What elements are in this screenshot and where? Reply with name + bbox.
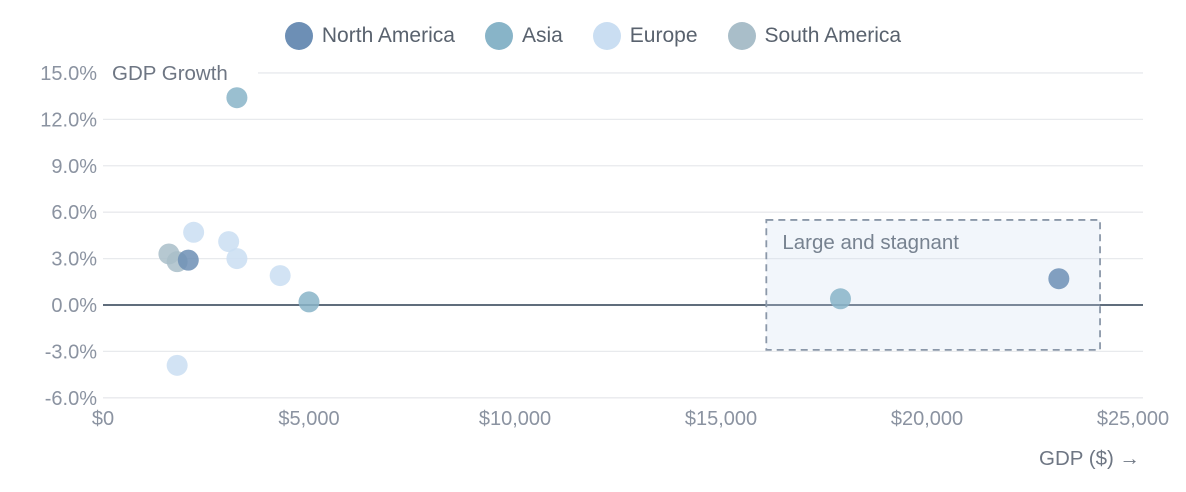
- annotation-box: [765, 219, 1101, 351]
- y-axis-title: GDP Growth: [112, 62, 228, 85]
- y-axis-tick-label: 15.0%: [40, 63, 97, 85]
- data-point-europe[interactable]: [269, 265, 291, 287]
- legend-swatch-icon: [727, 22, 756, 50]
- y-axis-tick-label: 0.0%: [51, 295, 97, 317]
- y-axis-tick-label: 12.0%: [40, 109, 97, 131]
- x-axis-tick-label: $25,000: [1097, 408, 1169, 430]
- data-point-europe[interactable]: [166, 354, 188, 376]
- data-point-north-america[interactable]: [1048, 268, 1070, 290]
- legend-swatch-icon: [284, 22, 313, 50]
- legend-swatch-icon: [484, 22, 513, 50]
- x-axis-tick-label: $0: [92, 408, 114, 430]
- y-axis-tick-label: -6.0%: [45, 388, 97, 410]
- y-axis-tick-label: 9.0%: [51, 156, 97, 178]
- x-axis-tick-label: $10,000: [479, 408, 551, 430]
- legend-label: South America: [764, 24, 902, 47]
- legend-label: North America: [321, 24, 455, 47]
- y-axis-tick-label: 3.0%: [51, 249, 97, 271]
- data-point-asia[interactable]: [829, 288, 851, 310]
- x-axis-tick-label: $5,000: [278, 408, 339, 430]
- data-point-europe[interactable]: [183, 221, 205, 243]
- data-point-europe[interactable]: [226, 248, 248, 270]
- data-point-asia[interactable]: [226, 87, 248, 109]
- x-axis-tick-label: $15,000: [685, 408, 757, 430]
- legend-label: Asia: [521, 24, 563, 47]
- data-point-asia[interactable]: [298, 291, 320, 313]
- legend-item-europe[interactable]: Europe: [592, 22, 698, 50]
- y-axis-tick-label: 6.0%: [51, 202, 97, 224]
- y-axis-tick-label: -3.0%: [45, 341, 97, 363]
- legend-item-asia[interactable]: Asia: [484, 22, 563, 50]
- annotation-label: Large and stagnant: [782, 231, 959, 254]
- legend-label: Europe: [629, 24, 698, 47]
- data-point-europe[interactable]: [218, 231, 240, 253]
- legend-item-south-america[interactable]: South America: [727, 22, 902, 50]
- data-point-north-america[interactable]: [177, 249, 199, 271]
- legend-item-north-america[interactable]: North America: [284, 22, 455, 50]
- x-axis-tick-label: $20,000: [891, 408, 963, 430]
- chart-legend: North America Asia Europe South America: [0, 20, 1186, 52]
- x-axis-title: GDP ($) →: [1039, 447, 1140, 470]
- legend-swatch-icon: [592, 22, 621, 50]
